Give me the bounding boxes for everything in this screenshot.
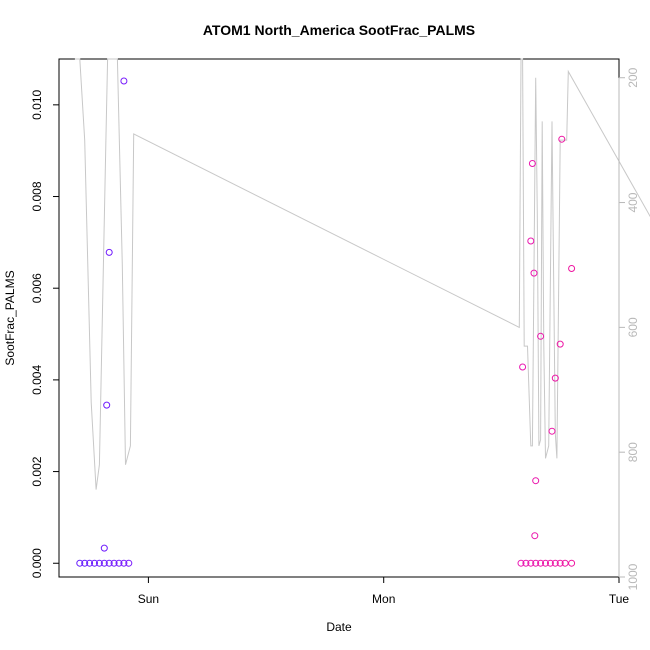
data-point xyxy=(556,340,564,348)
data-point xyxy=(86,559,94,567)
y-tick-label: 0.000 xyxy=(30,548,44,578)
data-point xyxy=(532,477,540,485)
data-point xyxy=(551,559,559,567)
y-tick-label: 0.006 xyxy=(30,273,44,303)
data-point xyxy=(537,559,545,567)
data-point xyxy=(558,135,566,143)
x-axis-label: Date xyxy=(326,620,352,634)
data-point xyxy=(568,559,576,567)
data-point xyxy=(556,559,564,567)
data-point xyxy=(81,559,89,567)
data-point xyxy=(568,265,576,272)
x-tick-label: Tue xyxy=(609,592,630,606)
y-tick-label: 0.004 xyxy=(30,365,44,395)
data-point xyxy=(95,559,103,567)
y-axis-label: SootFrac_PALMS xyxy=(3,270,17,365)
chart-title: ATOM1 North_America SootFrac_PALMS xyxy=(203,22,475,38)
data-point xyxy=(530,269,538,277)
data-point xyxy=(100,559,108,567)
y-tick-label: 0.010 xyxy=(30,90,44,120)
data-point xyxy=(548,427,556,435)
data-point xyxy=(527,237,535,245)
data-point xyxy=(103,401,111,409)
y-tick-label: 0.008 xyxy=(30,181,44,211)
data-point xyxy=(120,77,128,85)
axes-layer: Sun Mon Tue 0.000 0.002 0.004 0.006 0.008 0.010 2… xyxy=(30,67,640,606)
data-point xyxy=(519,363,527,371)
data-point xyxy=(125,559,133,567)
data-point xyxy=(91,559,98,567)
y2-tick-label: 600 xyxy=(626,317,640,337)
data-point xyxy=(551,374,559,382)
data-point xyxy=(105,559,113,567)
y2-tick-label: 800 xyxy=(626,442,640,462)
data-point xyxy=(532,559,540,567)
data-point xyxy=(76,559,84,567)
x-tick-label: Sun xyxy=(138,592,159,606)
data-point xyxy=(110,559,118,567)
y2-tick-label: 200 xyxy=(626,67,640,87)
data-point xyxy=(528,160,536,167)
x-tick-label: Mon xyxy=(372,592,395,606)
data-point xyxy=(542,559,549,567)
scatter-points-layer xyxy=(76,77,576,567)
data-point xyxy=(527,559,535,567)
data-point xyxy=(105,248,113,256)
data-point xyxy=(531,532,539,540)
y2-tick-label: 400 xyxy=(626,192,640,212)
data-point xyxy=(115,559,123,567)
data-point xyxy=(546,559,554,567)
y2-tick-label: 1000 xyxy=(626,563,640,590)
pressure-line xyxy=(74,58,650,490)
y-tick-label: 0.002 xyxy=(30,456,44,486)
pressure-line-layer xyxy=(74,58,650,490)
data-point xyxy=(522,559,530,567)
data-point xyxy=(100,544,108,552)
data-point xyxy=(517,559,525,567)
data-point xyxy=(537,332,545,340)
data-point xyxy=(120,559,128,567)
